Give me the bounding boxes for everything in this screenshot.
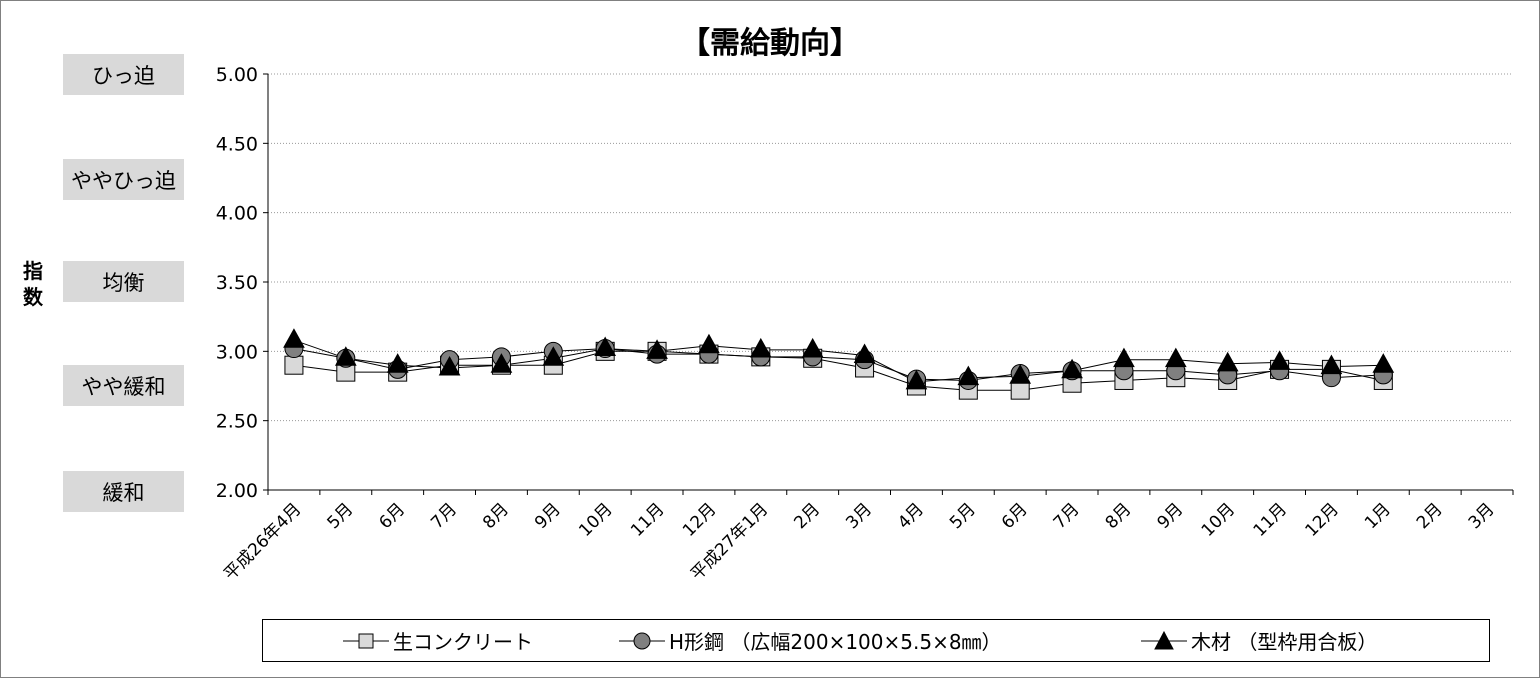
data-point-triangle [646, 339, 668, 359]
x-tick-label: 10月 [575, 499, 616, 540]
x-tick-label: 7月 [1050, 499, 1084, 533]
x-tick-label: 2月 [790, 499, 824, 533]
data-point-triangle [905, 369, 928, 390]
level-label-kinkou: 均衡 [63, 261, 184, 302]
data-point-triangle [283, 328, 305, 348]
legend-item-timber: 木材 （型枠用合板） [1141, 620, 1377, 661]
data-point-triangle [1372, 353, 1395, 373]
x-tick-label: 9月 [531, 499, 565, 533]
series-line-0 [293, 350, 1384, 391]
data-point-triangle [438, 355, 461, 376]
x-tick-label: 12月 [679, 499, 720, 540]
x-tick-label: 8月 [479, 499, 513, 533]
y-tick-label: 5.00 [216, 64, 258, 86]
data-point-triangle [1216, 351, 1239, 372]
level-label-yaya-kanwa: やや緩和 [63, 365, 184, 406]
y-tick-label: 3.50 [216, 272, 258, 294]
y-tick-label: 2.50 [216, 411, 258, 433]
x-tick-label: 平成26年4月 [220, 499, 305, 584]
data-point-square [1010, 380, 1030, 400]
data-point-triangle [334, 346, 357, 366]
data-point-triangle [1113, 347, 1135, 368]
x-tick-label: 6月 [998, 499, 1032, 533]
level-label-hippaku: ひっ迫 [63, 54, 184, 95]
data-point-triangle [1268, 350, 1291, 370]
data-point-triangle [490, 353, 513, 373]
data-point-triangle [1009, 364, 1032, 384]
y-tick-label: 4.00 [216, 203, 258, 225]
level-label-yaya-hippaku: ややひっ迫 [63, 159, 184, 200]
triangle-marker-icon [1141, 630, 1187, 649]
x-tick-label: 2月 [1413, 499, 1447, 533]
legend-item-concrete: 生コンクリート [343, 620, 533, 661]
data-point-square [284, 355, 304, 375]
legend-label-timber: 木材 （型枠用合板） [1191, 630, 1378, 654]
data-point-triangle [801, 337, 824, 358]
data-point-triangle [542, 346, 565, 366]
x-tick-label: 9月 [1154, 499, 1188, 533]
x-tick-label: 5月 [324, 499, 358, 533]
x-tick-label: 5月 [946, 499, 980, 533]
data-point-triangle [1164, 347, 1187, 368]
square-marker-icon [343, 633, 389, 648]
x-tick-label: 10月 [1198, 499, 1239, 540]
y-axis-label: 指数 [23, 259, 43, 309]
x-tick-label: 1月 [1361, 499, 1395, 533]
x-tick-label: 4月 [894, 499, 928, 533]
legend: 生コンクリート H形鋼 （広幅200×100×5.5×8㎜） 木材 （型枠用合板… [262, 619, 1490, 662]
circle-marker-icon [619, 632, 665, 649]
y-tick-label: 3.00 [216, 341, 258, 363]
legend-label-h-beam: H形鋼 （広幅200×100×5.5×8㎜） [669, 630, 1002, 654]
x-tick-label: 3月 [842, 499, 876, 533]
y-tick-label: 4.50 [216, 133, 258, 155]
x-tick-label: 11月 [1250, 499, 1291, 540]
level-label-kanwa: 緩和 [63, 471, 184, 512]
data-point-triangle [386, 353, 409, 373]
data-point-triangle [749, 337, 772, 358]
data-point-triangle [594, 336, 617, 357]
data-point-triangle [698, 333, 720, 354]
x-tick-label: 3月 [1465, 499, 1499, 533]
series-line-1 [293, 348, 1384, 382]
data-point-triangle [853, 343, 876, 363]
y-tick-label: 2.00 [216, 480, 258, 502]
data-point-triangle [1061, 358, 1083, 379]
legend-label-concrete: 生コンクリート [393, 630, 533, 654]
x-tick-label: 12月 [1302, 499, 1343, 540]
chart-title: 【需給動向】 [680, 26, 860, 61]
x-tick-label: 6月 [375, 499, 409, 533]
x-tick-label: 7月 [427, 499, 461, 533]
data-point-triangle [957, 365, 980, 386]
x-tick-label: 11月 [627, 499, 668, 540]
legend-item-h-beam: H形鋼 （広幅200×100×5.5×8㎜） [619, 620, 1002, 661]
series-line-2 [293, 339, 1384, 383]
x-tick-label: 8月 [1102, 499, 1136, 533]
data-point-triangle [1320, 354, 1343, 375]
